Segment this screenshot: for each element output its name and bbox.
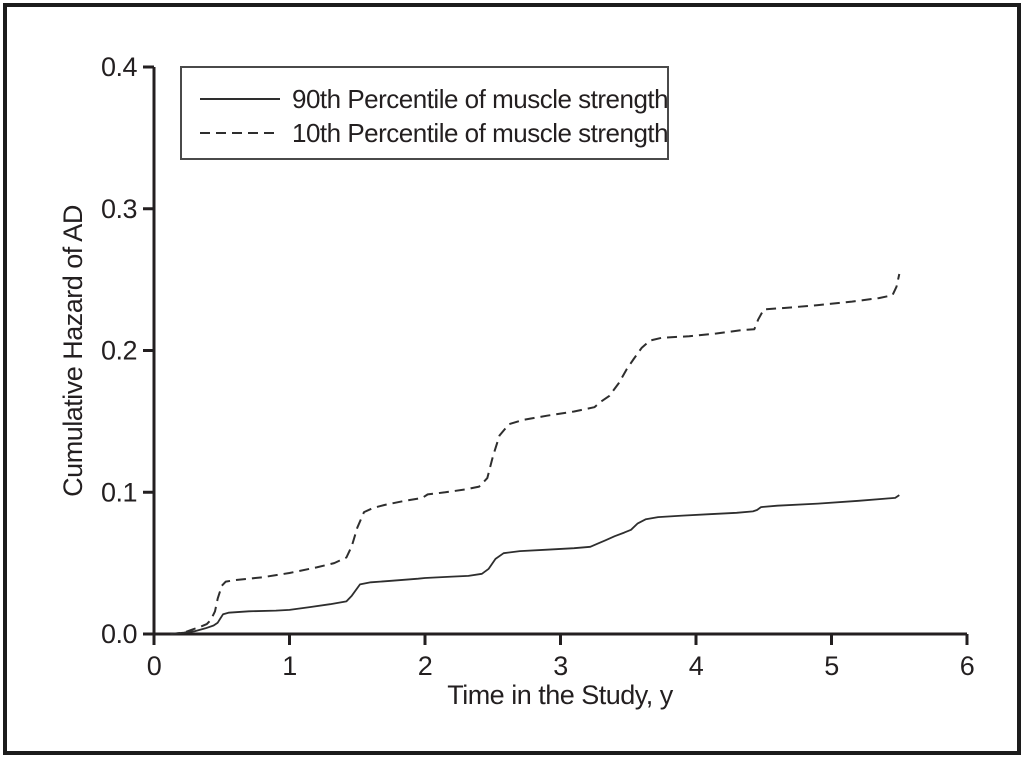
- legend-box: [180, 66, 669, 160]
- x-tick-label: 4: [689, 651, 704, 681]
- y-tick-label: 0.2: [101, 336, 137, 366]
- y-tick-label: 0.0: [101, 619, 137, 649]
- chart-legend: 90th Percentile of muscle strength 10th P…: [180, 66, 669, 160]
- x-axis-title: Time in the Study, y: [447, 680, 674, 710]
- legend-item-label: 10th Percentile of muscle strength: [292, 118, 668, 148]
- y-tick-label: 0.4: [101, 52, 138, 82]
- y-tick-label: 0.1: [101, 477, 137, 507]
- y-tick-label: 0.3: [101, 194, 137, 224]
- legend-item-label: 90th Percentile of muscle strength: [292, 84, 668, 114]
- x-tick-label: 2: [418, 651, 433, 681]
- curve-90th-percentile: [170, 494, 900, 635]
- x-tick-label: 6: [960, 651, 975, 681]
- curve-10th-percentile: [170, 273, 901, 635]
- x-tick-label: 3: [553, 651, 568, 681]
- axes-layer: 0 1 2 3 4 5 6 0.0 0.1 0.2 0.3 0.4: [101, 52, 975, 681]
- series-layer: [170, 273, 901, 635]
- x-tick-label: 1: [282, 651, 297, 681]
- cumulative-hazard-chart: 0 1 2 3 4 5 6 0.0 0.1 0.2 0.3 0.4 90th Percentile o…: [58, 52, 975, 710]
- figure-border: 0 1 2 3 4 5 6 0.0 0.1 0.2 0.3 0.4 90th Percentile o…: [3, 3, 1021, 755]
- x-tick-label: 5: [824, 651, 839, 681]
- y-axis-title: Cumulative Hazard of AD: [58, 205, 88, 497]
- x-tick-label: 0: [147, 651, 162, 681]
